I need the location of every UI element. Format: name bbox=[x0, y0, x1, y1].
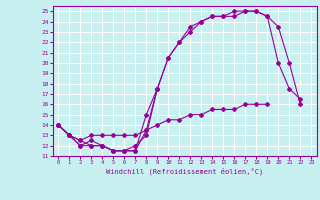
X-axis label: Windchill (Refroidissement éolien,°C): Windchill (Refroidissement éolien,°C) bbox=[106, 168, 263, 175]
